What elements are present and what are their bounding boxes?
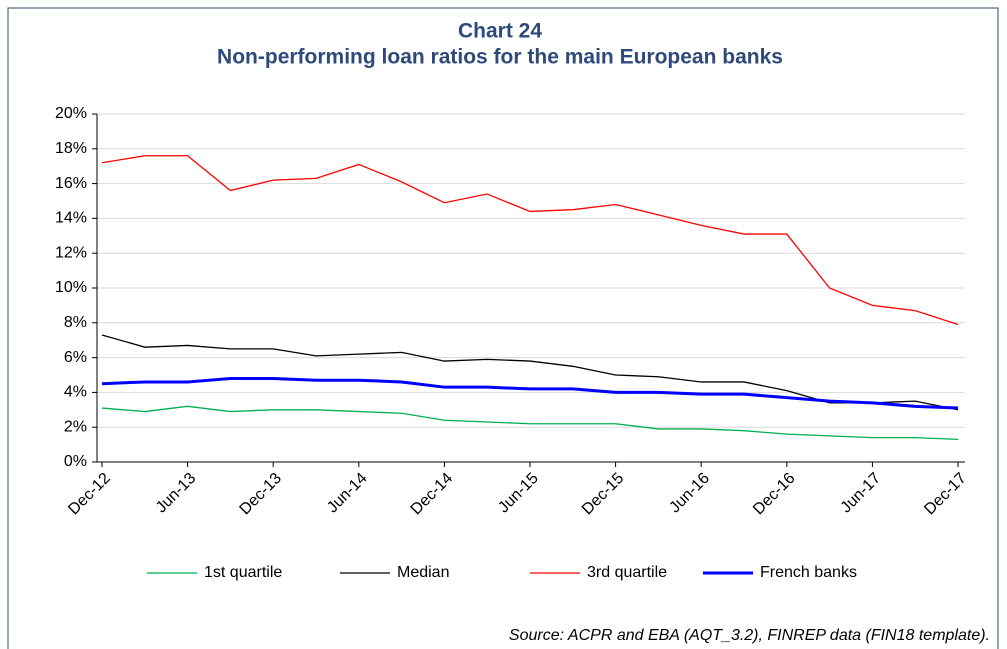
y-tick-label: 20% <box>55 105 87 122</box>
series-line <box>101 376 959 410</box>
frame <box>7 7 999 649</box>
legend-label: 1st quartile <box>204 564 282 581</box>
series-line <box>101 405 959 441</box>
y-tick-label: 10% <box>55 279 87 296</box>
y-tick-label: 16% <box>55 175 87 192</box>
y-tick-label: 2% <box>64 418 87 435</box>
legend-label: 3rd quartile <box>587 564 667 581</box>
y-tick-label: 6% <box>64 349 87 366</box>
y-tick-label: 12% <box>55 244 87 261</box>
legend-label: Median <box>397 564 449 581</box>
y-tick-label: 18% <box>55 140 87 157</box>
y-tick-label: 0% <box>64 453 87 470</box>
series-line <box>101 155 959 326</box>
source: Source: ACPR and EBA (AQT_3.2), FINREP d… <box>509 627 990 644</box>
chart-title: Chart 24 <box>458 20 542 43</box>
y-tick-label: 4% <box>64 384 87 401</box>
y-tick-label: 14% <box>55 210 87 227</box>
y-tick-label: 8% <box>64 314 87 331</box>
legend-label: French banks <box>760 564 857 581</box>
chart-subtitle: Non-performing loan ratios for the main … <box>217 46 783 69</box>
